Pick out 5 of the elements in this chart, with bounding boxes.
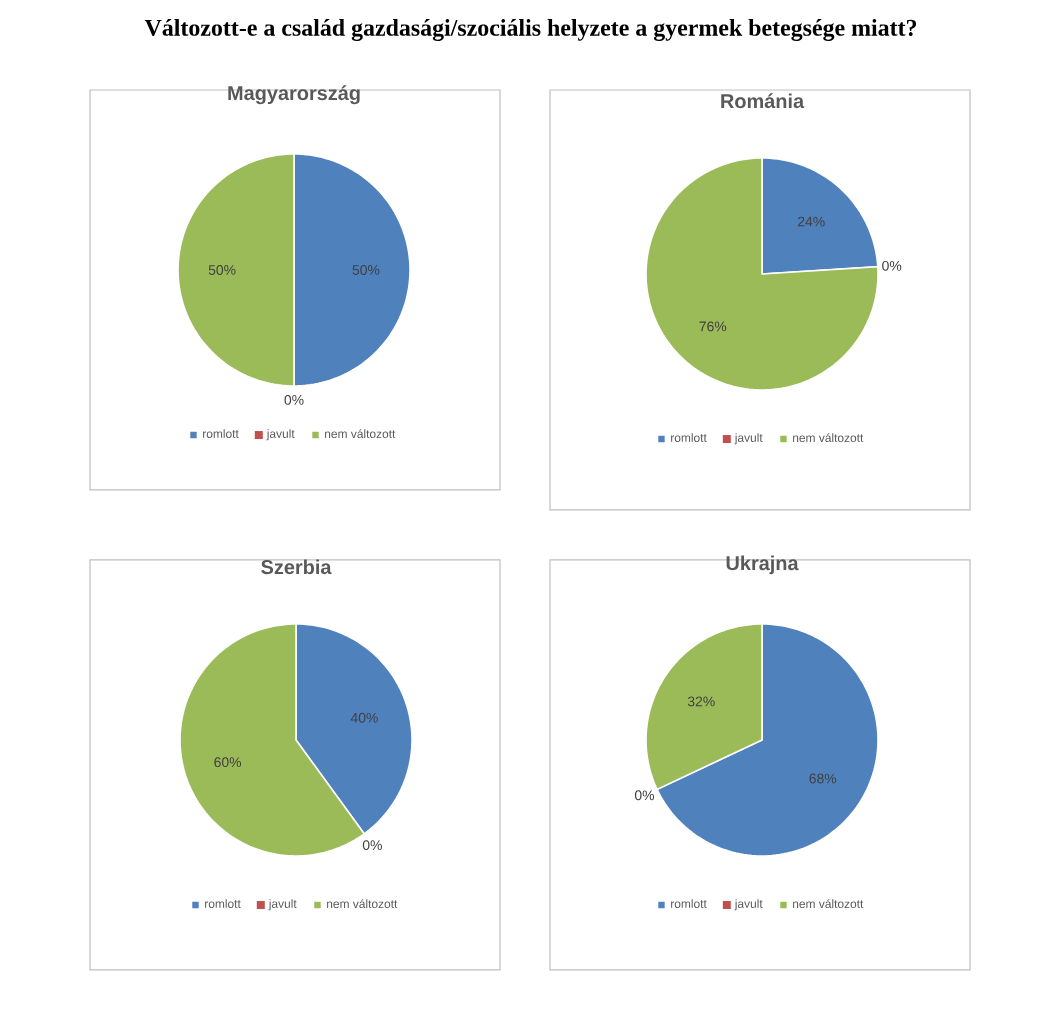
chart-title: Magyarország (228, 85, 360, 105)
chart-title: Ukrajna (726, 555, 799, 575)
text: Változott-e a család gazdasági/szociális helyzete a gyermek betegsége miatt? (144, 19, 917, 41)
chart-title: Szerbia (261, 559, 332, 575)
chart-title: Románia (721, 93, 805, 109)
